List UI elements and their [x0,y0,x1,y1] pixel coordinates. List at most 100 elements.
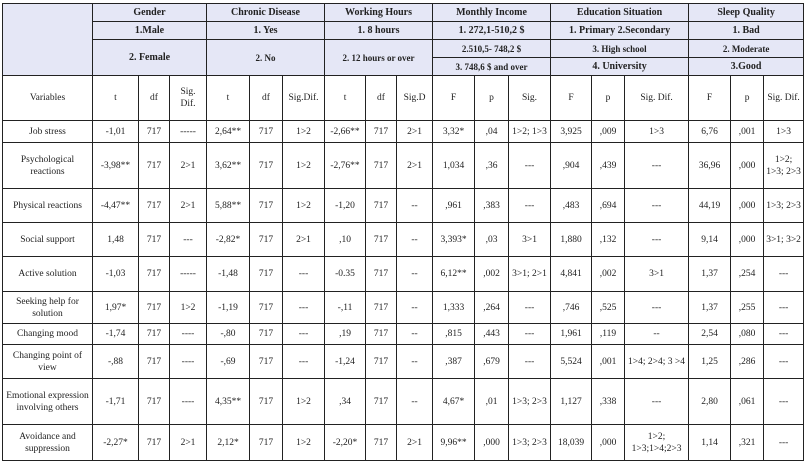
table-cell: 2>1 [281,222,326,257]
table-row: Seeking help for solution 1,97* 717 1>2 -1,1… [2,291,805,324]
table-cell: 2>1 [396,142,434,189]
table-cell: -2,27* [92,424,139,461]
table-cell: 1>2 [281,188,326,223]
table-cell: -1,71 [92,378,139,425]
table-cell: -4,47** [92,188,139,223]
column-header: Sig.D [396,75,434,121]
table-cell: 5,524 [550,344,593,379]
table-cell: --- [508,142,552,189]
table-cell: 1>2 [281,424,326,461]
table-cell: 3>1 [624,256,690,292]
table-cell: ,525 [591,291,626,324]
table-row: Physical reactions -4,47** 717 2>1 5,88** 717… [2,188,805,223]
table-cell: 717 [138,256,170,292]
table-cell: 3,925 [550,120,593,143]
table-cell: --- [508,188,552,223]
table-cell: -,88 [92,344,139,379]
sleep-level-2: 2. Moderate [688,39,805,58]
table-cell: --- [763,256,805,292]
table-cell: 717 [138,323,170,345]
column-header: Sig. Dif. [169,75,207,121]
column-header: t [92,75,139,121]
table-cell: ,009 [591,120,626,143]
table-cell: 2>1 [396,120,434,143]
table-cell: 1>2 [281,120,326,143]
table-cell: 717 [365,222,398,257]
table-cell: 717 [365,256,398,292]
table-cell: ,34 [324,378,367,425]
table-cell: -- [396,256,434,292]
table-cell: ,000 [591,424,626,461]
table-cell: ,132 [591,222,626,257]
table-cell: 1>3 [763,120,805,143]
table-cell: ,001 [730,120,765,143]
sleep-level-1: 1. Bad [688,21,805,40]
table-cell: -2,20* [324,424,367,461]
income-level-2: 2.510,5- 748,2 $ [432,39,552,58]
table-cell: 1,25 [688,344,732,379]
table-cell: ,36 [474,142,510,189]
table-cell: -,80 [206,323,250,345]
table-cell: ,10 [324,222,367,257]
table-cell: 3>1; 3>2 [763,222,805,257]
table-cell: 3,32* [432,120,476,143]
table-cell: 717 [138,424,170,461]
table-cell: -1,03 [92,256,139,292]
table-cell: 717 [365,120,398,143]
table-cell: 1,880 [550,222,593,257]
table-cell: 717 [365,378,398,425]
column-header: Variables [2,75,93,121]
table-cell: --- [624,291,690,324]
table-cell: -1,20 [324,188,367,223]
table-cell: 1,333 [432,291,476,324]
table-cell: --- [281,291,326,324]
table-cell: -2,76** [324,142,367,189]
table-cell: ,119 [591,323,626,345]
table-cell: 717 [249,291,283,324]
table-cell: ,815 [432,323,476,345]
table-row: Job stress -1,01 717 ----- 2,64** 717 1>2 -2,66… [2,120,805,143]
variable-name: Job stress [2,120,93,143]
table-cell: --- [763,344,805,379]
column-header: df [138,75,170,121]
table-cell: 36,96 [688,142,732,189]
variable-name: Avoidance and suppression [2,424,93,461]
table-cell: --- [763,424,805,461]
column-header: Sig.Dif. [281,75,326,121]
variable-name: Physical reactions [2,188,93,223]
table-cell: 3>1; 2>1 [508,256,552,292]
table-cell: 2>1 [396,424,434,461]
table-cell: ,746 [550,291,593,324]
table-cell: ,000 [730,188,765,223]
chronic-level-1: 1. Yes [205,21,326,40]
table-row: Changing point of view -,88 717 ---- -,69 717… [2,344,805,379]
table-cell: 2>1 [169,424,207,461]
table-cell: ,04 [474,120,510,143]
table-cell: 717 [138,344,170,379]
table-cell: 9,14 [688,222,732,257]
table-cell: 3>1 [508,222,552,257]
table-cell: 5,88** [206,188,250,223]
table-cell: 2,80 [688,378,732,425]
table-cell: -- [624,323,690,345]
column-header: p [591,75,626,121]
table-cell: ,000 [730,142,765,189]
table-cell: 717 [365,142,398,189]
table-cell: ,387 [432,344,476,379]
table-cell: 717 [138,378,170,425]
table-cell: 3,62** [206,142,250,189]
table-cell: --- [763,323,805,345]
table-cell: 717 [249,424,283,461]
variable-name: Emotional expression involving others [2,378,93,425]
table-cell: -- [396,344,434,379]
table-cell: 717 [138,222,170,257]
table-cell: 1,48 [92,222,139,257]
table-cell: 717 [138,188,170,223]
table-cell: --- [624,188,690,223]
column-header: df [249,75,283,121]
table-row: Avoidance and suppression -2,27* 717 2>1 2,1… [2,424,805,461]
table-cell: 717 [365,344,398,379]
table-cell: 2,54 [688,323,732,345]
table-cell: 1>2 [169,291,207,324]
table-cell: --- [508,323,552,345]
